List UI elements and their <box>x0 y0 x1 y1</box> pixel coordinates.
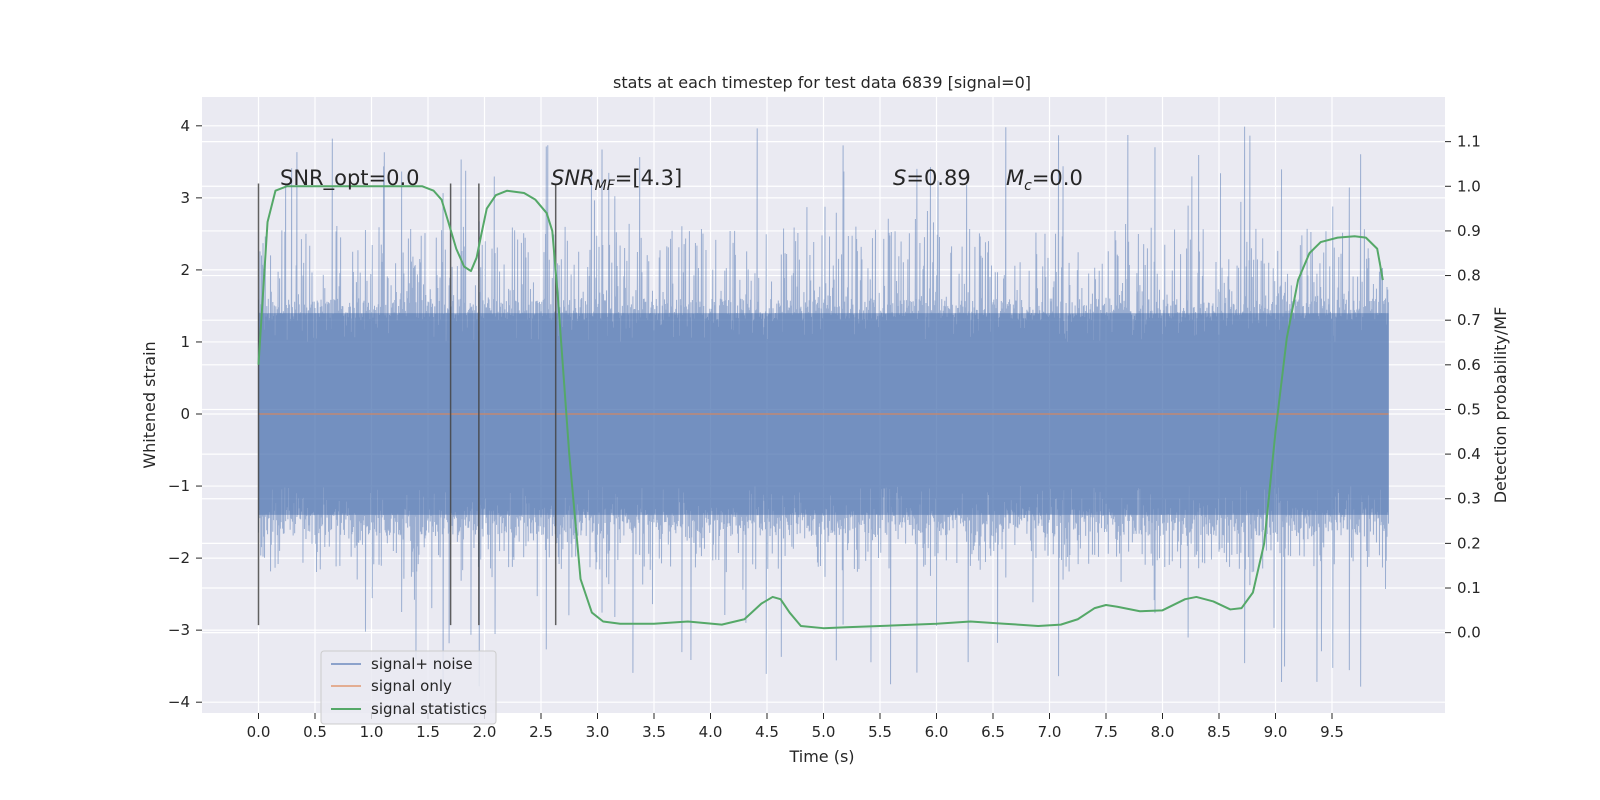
annotation-snr-opt: SNR_opt=0.0 <box>280 166 420 191</box>
x-tick-label-17: 8.5 <box>1207 723 1231 741</box>
y-tick-label-6: 2 <box>180 261 190 279</box>
x-tick-label-10: 5.0 <box>812 723 836 741</box>
y-tick-label-7: 3 <box>180 189 190 207</box>
x-tick-label-6: 3.0 <box>586 723 610 741</box>
annotation-s: S=0.89 <box>893 166 971 190</box>
y2-axis-label: Detection probability/MF <box>1491 307 1510 504</box>
y2-tick-label-5: 0.5 <box>1457 400 1481 418</box>
y2-tick-label-3: 0.3 <box>1457 490 1481 508</box>
y-tick-label-2: −2 <box>168 549 190 567</box>
x-axis-label: Time (s) <box>788 747 854 766</box>
y-tick-label-1: −3 <box>168 621 190 639</box>
y2-tick-label-1: 0.1 <box>1457 579 1481 597</box>
y-axis-label: Whitened strain <box>140 341 159 468</box>
x-axis-ticks: 0.0 0.5 1.0 1.5 2.0 2.5 3.0 3.5 4.0 4.5 5.0 5.5 6.0 6… <box>247 713 1344 741</box>
y2-tick-label-10: 1.0 <box>1457 177 1481 195</box>
y-tick-label-5: 1 <box>180 333 190 351</box>
x-tick-label-7: 3.5 <box>642 723 666 741</box>
annotation-mc-value: =0.0 <box>1032 166 1083 190</box>
y2-tick-label-6: 0.6 <box>1457 356 1481 374</box>
y2-tick-label-8: 0.8 <box>1457 267 1481 285</box>
x-tick-label-8: 4.0 <box>699 723 723 741</box>
annotation-snr-mf-base: SNR <box>551 166 595 190</box>
y-tick-label-4: 0 <box>180 405 190 423</box>
vertical-marker-lines <box>257 183 557 626</box>
y-tick-label-8: 4 <box>180 117 190 135</box>
series-signal-statistics <box>257 185 1384 630</box>
x-tick-label-18: 9.0 <box>1264 723 1288 741</box>
y-tick-label-3: −1 <box>168 477 190 495</box>
x-tick-label-14: 7.0 <box>1038 723 1062 741</box>
x-tick-label-3: 1.5 <box>416 723 440 741</box>
x-tick-label-15: 7.5 <box>1094 723 1118 741</box>
annotation-s-label: S <box>893 166 906 190</box>
x-tick-label-2: 1.0 <box>360 723 384 741</box>
annotation-mc-label: M <box>1006 166 1024 190</box>
y2-tick-label-2: 0.2 <box>1457 534 1481 552</box>
legend: signal+ noise signal only signal statist… <box>320 650 497 725</box>
annotation-snr-mf-sub: MF <box>595 178 616 194</box>
annotation-snr-mf-value: =[4.3] <box>615 166 682 190</box>
legend-label-signal-statistics: signal statistics <box>371 700 487 718</box>
y2-tick-label-4: 0.4 <box>1457 445 1481 463</box>
x-tick-label-13: 6.5 <box>981 723 1005 741</box>
annotation-snr-mf: SNRMF=[4.3] <box>551 166 682 194</box>
y2-tick-label-0: 0.0 <box>1457 624 1481 642</box>
x-tick-label-1: 0.5 <box>303 723 327 741</box>
legend-label-signal-noise: signal+ noise <box>371 655 473 673</box>
x-tick-label-9: 4.5 <box>755 723 779 741</box>
x-tick-label-0: 0.0 <box>247 723 271 741</box>
annotation-s-value: =0.89 <box>906 166 970 190</box>
x-tick-label-12: 6.0 <box>925 723 949 741</box>
legend-box <box>320 650 497 725</box>
y-tick-label-0: −4 <box>168 693 190 711</box>
x-tick-label-4: 2.0 <box>473 723 497 741</box>
x-tick-label-5: 2.5 <box>529 723 553 741</box>
annotation-mc-sub: c <box>1024 178 1032 194</box>
chart-title: stats at each timestep for test data 683… <box>613 73 1031 92</box>
y2-tick-label-11: 1.1 <box>1457 133 1481 151</box>
y-axis-ticks: −4 −3 −2 −1 0 1 2 3 4 <box>168 117 202 711</box>
x-tick-label-16: 8.0 <box>1151 723 1175 741</box>
y2-tick-label-7: 0.7 <box>1457 311 1481 329</box>
y2-axis-ticks: 0.0 0.1 0.2 0.3 0.4 0.5 0.6 0.7 0.8 0.9 1.0 1.1 <box>1445 133 1481 642</box>
annotation-mc: Mc=0.0 <box>1006 166 1083 194</box>
x-tick-label-11: 5.5 <box>868 723 892 741</box>
legend-label-signal-only: signal only <box>371 677 452 695</box>
y2-tick-label-9: 0.9 <box>1457 222 1481 240</box>
x-tick-label-19: 9.5 <box>1320 723 1344 741</box>
signal-statistics-line <box>257 185 1384 630</box>
